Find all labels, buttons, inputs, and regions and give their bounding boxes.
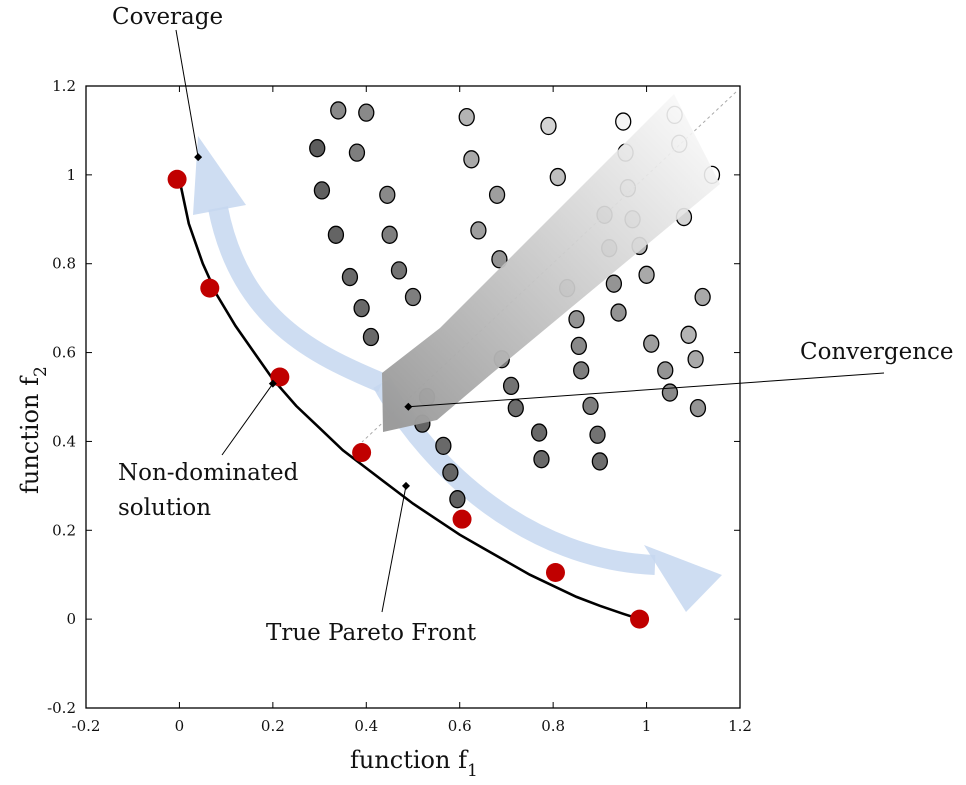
non-dominated-point [200,278,220,298]
y-tick-label: 0 [66,610,76,628]
x-tick-label: 1.2 [728,717,752,735]
non-dominated-point [452,509,472,529]
population-point [435,436,452,456]
population-point [570,336,587,356]
pareto-front-leader [381,485,407,613]
pareto-front-line [178,179,640,621]
x-tick-label: 0.6 [448,717,472,735]
annotation-leaders [175,29,885,613]
population-point [507,398,524,418]
population-point [661,383,679,402]
population-point [379,185,396,205]
population-point [313,181,331,200]
population-point [589,425,606,444]
population-point [341,267,359,287]
non-dominated-point [270,367,290,387]
non-dominated-point [352,443,372,463]
population-point [573,361,590,380]
non-dominated-point [167,169,187,189]
population-point [605,274,623,293]
population-point [358,103,375,122]
population-point [381,225,398,244]
y-tick-label: -0.2 [47,699,76,717]
population-point [680,325,697,344]
non-dominated-label-line1: Non-dominated [118,460,299,486]
population-point [687,350,704,369]
population-point [470,221,487,240]
population-point [615,112,632,131]
population-point [530,423,548,442]
y-tick-label: 0.4 [52,432,76,450]
population-point [502,376,520,396]
population-point [540,116,557,136]
x-tick-label: -0.2 [72,717,101,735]
population-point [330,101,347,120]
population-point [694,287,711,307]
population-point [327,225,345,244]
population-point [491,250,508,269]
convergence-label: Convergence [800,339,954,365]
coverage-arrow-upper-shaft [208,206,386,393]
population-point [657,361,674,380]
population-point [610,303,627,322]
non-dominated-label-line2: solution [118,495,211,521]
population-point [533,450,550,469]
population-point [353,298,370,318]
axis-ticks: -0.2 0 0.2 0.4 0.6 0.8 1 1.2 -0.2 0 0.2 0.4 0.6 0.8 1 1… [47,77,752,735]
population-point [309,139,326,158]
x-tick-label: 0.2 [261,717,285,735]
y-tick-label: 0.2 [52,521,76,539]
population-point [442,463,459,482]
pareto-front [167,169,650,629]
x-tick-label: 0 [175,717,185,735]
population-point [689,398,707,418]
population-point [404,287,422,307]
population-point [348,143,366,162]
population-point [582,396,599,416]
population-point [390,261,408,280]
population-point [643,334,660,353]
non-dominated-point [545,562,565,582]
coverage-leader [175,29,199,158]
population-point [568,310,585,329]
population-point [463,150,480,169]
population-point [458,107,475,127]
x-tick-label: 1 [642,717,652,735]
x-axis-label: function f1 [350,746,478,781]
coverage-label: Coverage [112,4,223,30]
population-point [488,185,506,205]
x-tick-label: 0.8 [541,717,565,735]
non-dominated-point [630,609,650,629]
convergence-arrow-body [382,94,720,432]
y-tick-label: 1 [66,166,76,184]
y-tick-label: 1.2 [52,77,76,95]
y-axis-label: function f2 [16,366,51,494]
y-tick-label: 0.8 [52,255,76,273]
non-dominated-leader [221,383,274,456]
population-point [449,490,466,509]
coverage-arrow-lower-head [644,545,722,612]
y-tick-label: 0.6 [52,344,76,362]
population-point [549,167,566,187]
x-tick-label: 0.4 [354,717,378,735]
pareto-front-label: True Pareto Front [266,620,477,646]
population-point [591,452,609,471]
population-point [362,327,380,347]
coverage-arrow-upper-head [193,136,246,215]
convergence-arrow [361,91,737,443]
population-point [638,265,655,284]
convergence-leader [408,372,885,408]
